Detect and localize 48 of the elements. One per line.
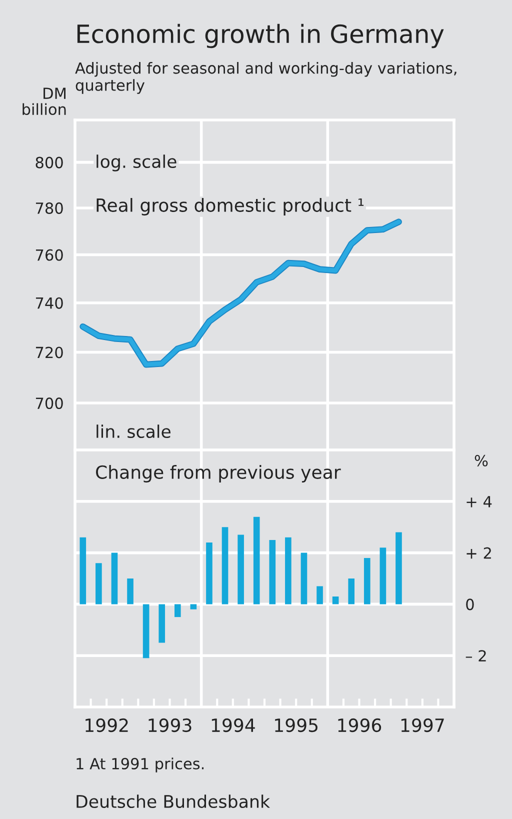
y-tick-label: + 4 — [466, 496, 492, 508]
y-tick-label: 760 — [36, 249, 63, 261]
y-tick-label: 780 — [36, 202, 63, 214]
x-tick-label: 1992 — [86, 718, 128, 732]
bar — [96, 563, 102, 604]
bar — [238, 534, 244, 604]
bar — [142, 604, 150, 658]
x-tick-label: 1995 — [275, 718, 318, 732]
y-tick-label: – 2 — [466, 650, 486, 662]
annotation: lin. scale — [96, 424, 170, 438]
chart-title: Economic growth in Germany — [77, 24, 444, 48]
x-tick-label: 1997 — [401, 718, 444, 732]
y-tick-label: 700 — [36, 398, 63, 410]
bar — [332, 596, 339, 604]
bar — [380, 548, 386, 604]
bar — [348, 578, 355, 604]
text: Deutsche Bundesbank — [76, 794, 270, 808]
bar — [111, 552, 118, 604]
bar — [396, 532, 402, 604]
bar — [316, 586, 323, 604]
bar — [190, 604, 197, 610]
bar — [80, 537, 86, 604]
x-tick-label: 1994 — [212, 718, 255, 732]
bar — [158, 604, 166, 643]
bar — [269, 540, 276, 604]
y-tick-label: 720 — [36, 346, 63, 358]
x-tick-label: 1993 — [148, 718, 192, 732]
bar — [253, 516, 260, 604]
chart-subtitle: Adjusted for seasonal and working-day variations, quarterly — [75, 62, 456, 94]
y-axis-title: DM billion — [22, 88, 66, 116]
bar — [127, 578, 134, 604]
x-tick-label: 1996 — [338, 718, 382, 732]
bar — [364, 558, 370, 604]
bar — [222, 527, 228, 604]
y-tick-label: + 2 — [466, 547, 491, 559]
y-tick-label: 0 — [466, 598, 474, 610]
line-series — [80, 218, 402, 368]
text: 1 At 1991 prices. — [76, 758, 204, 772]
y-tick-label: 740 — [36, 297, 63, 309]
bar — [285, 537, 292, 604]
y-tick-label: 800 — [36, 156, 63, 168]
bar — [300, 552, 308, 604]
bar — [206, 542, 212, 604]
bar — [174, 604, 181, 618]
text: Change from previous year — [96, 465, 341, 482]
series-label: Real gross domestic product ¹ — [96, 198, 364, 216]
y-axis-title: % — [474, 454, 488, 466]
annotation: log. scale — [96, 154, 176, 172]
